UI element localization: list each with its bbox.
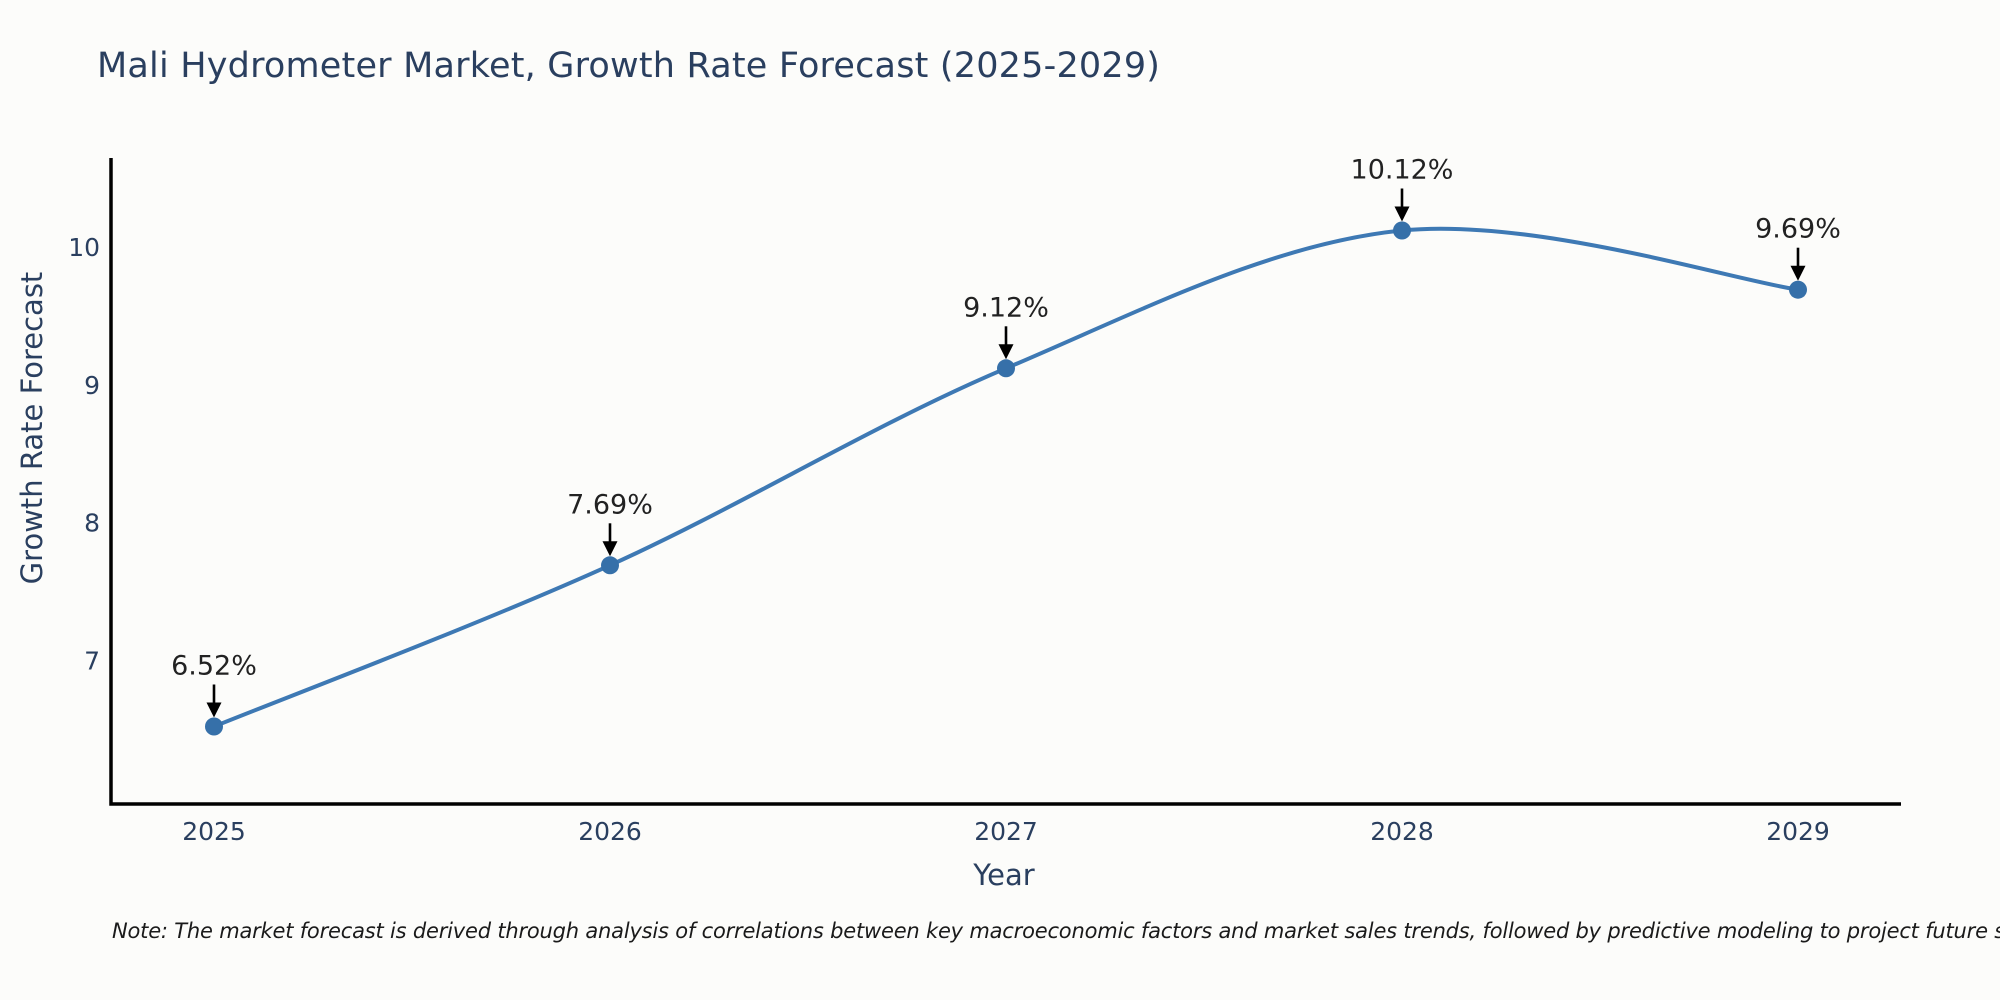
point-value-label: 9.12% bbox=[963, 292, 1049, 323]
data-point-marker bbox=[1393, 221, 1411, 240]
x-tick-label: 2025 bbox=[182, 817, 246, 846]
x-tick-label: 2028 bbox=[1370, 817, 1434, 846]
data-point-marker bbox=[1789, 280, 1807, 299]
annotation-arrow-head bbox=[1394, 206, 1410, 222]
point-value-label: 10.12% bbox=[1351, 155, 1454, 186]
x-tick-label: 2027 bbox=[974, 817, 1038, 846]
y-tick-label: 10 bbox=[68, 233, 100, 262]
x-tick-label: 2026 bbox=[578, 817, 642, 846]
axis-spines bbox=[109, 158, 1901, 806]
chart-title: Mali Hydrometer Market, Growth Rate Fore… bbox=[97, 46, 1161, 86]
y-tick-label: 8 bbox=[84, 509, 100, 538]
annotation-arrow-head bbox=[998, 344, 1014, 360]
x-axis-title: Year bbox=[973, 858, 1035, 892]
footnote: Note: The market forecast is derived thr… bbox=[112, 919, 2000, 943]
data-point-marker bbox=[205, 717, 223, 736]
point-value-label: 9.69% bbox=[1755, 214, 1841, 245]
annotation-arrow-head bbox=[206, 702, 222, 718]
data-point-marker bbox=[601, 556, 619, 575]
annotation-arrow-head bbox=[1790, 265, 1806, 281]
x-tick-label: 2029 bbox=[1766, 817, 1830, 846]
annotation-arrow-head bbox=[602, 541, 618, 557]
data-point-marker bbox=[997, 359, 1015, 378]
point-value-label: 7.69% bbox=[567, 489, 653, 520]
y-tick-label: 9 bbox=[84, 371, 100, 400]
y-tick-label: 7 bbox=[84, 646, 100, 675]
point-value-label: 6.52% bbox=[171, 651, 257, 682]
